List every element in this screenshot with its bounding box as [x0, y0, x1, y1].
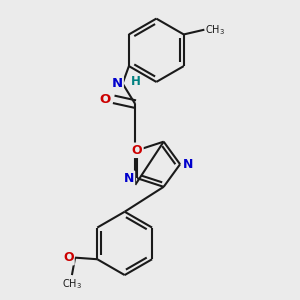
Text: H: H [130, 75, 140, 88]
Text: N: N [183, 158, 194, 171]
Text: O: O [63, 251, 74, 264]
Text: O: O [132, 144, 142, 157]
Text: N: N [124, 172, 134, 185]
Text: CH$_3$: CH$_3$ [62, 278, 82, 291]
Text: O: O [99, 93, 110, 106]
Text: CH$_3$: CH$_3$ [205, 23, 225, 37]
Text: N: N [112, 77, 123, 90]
